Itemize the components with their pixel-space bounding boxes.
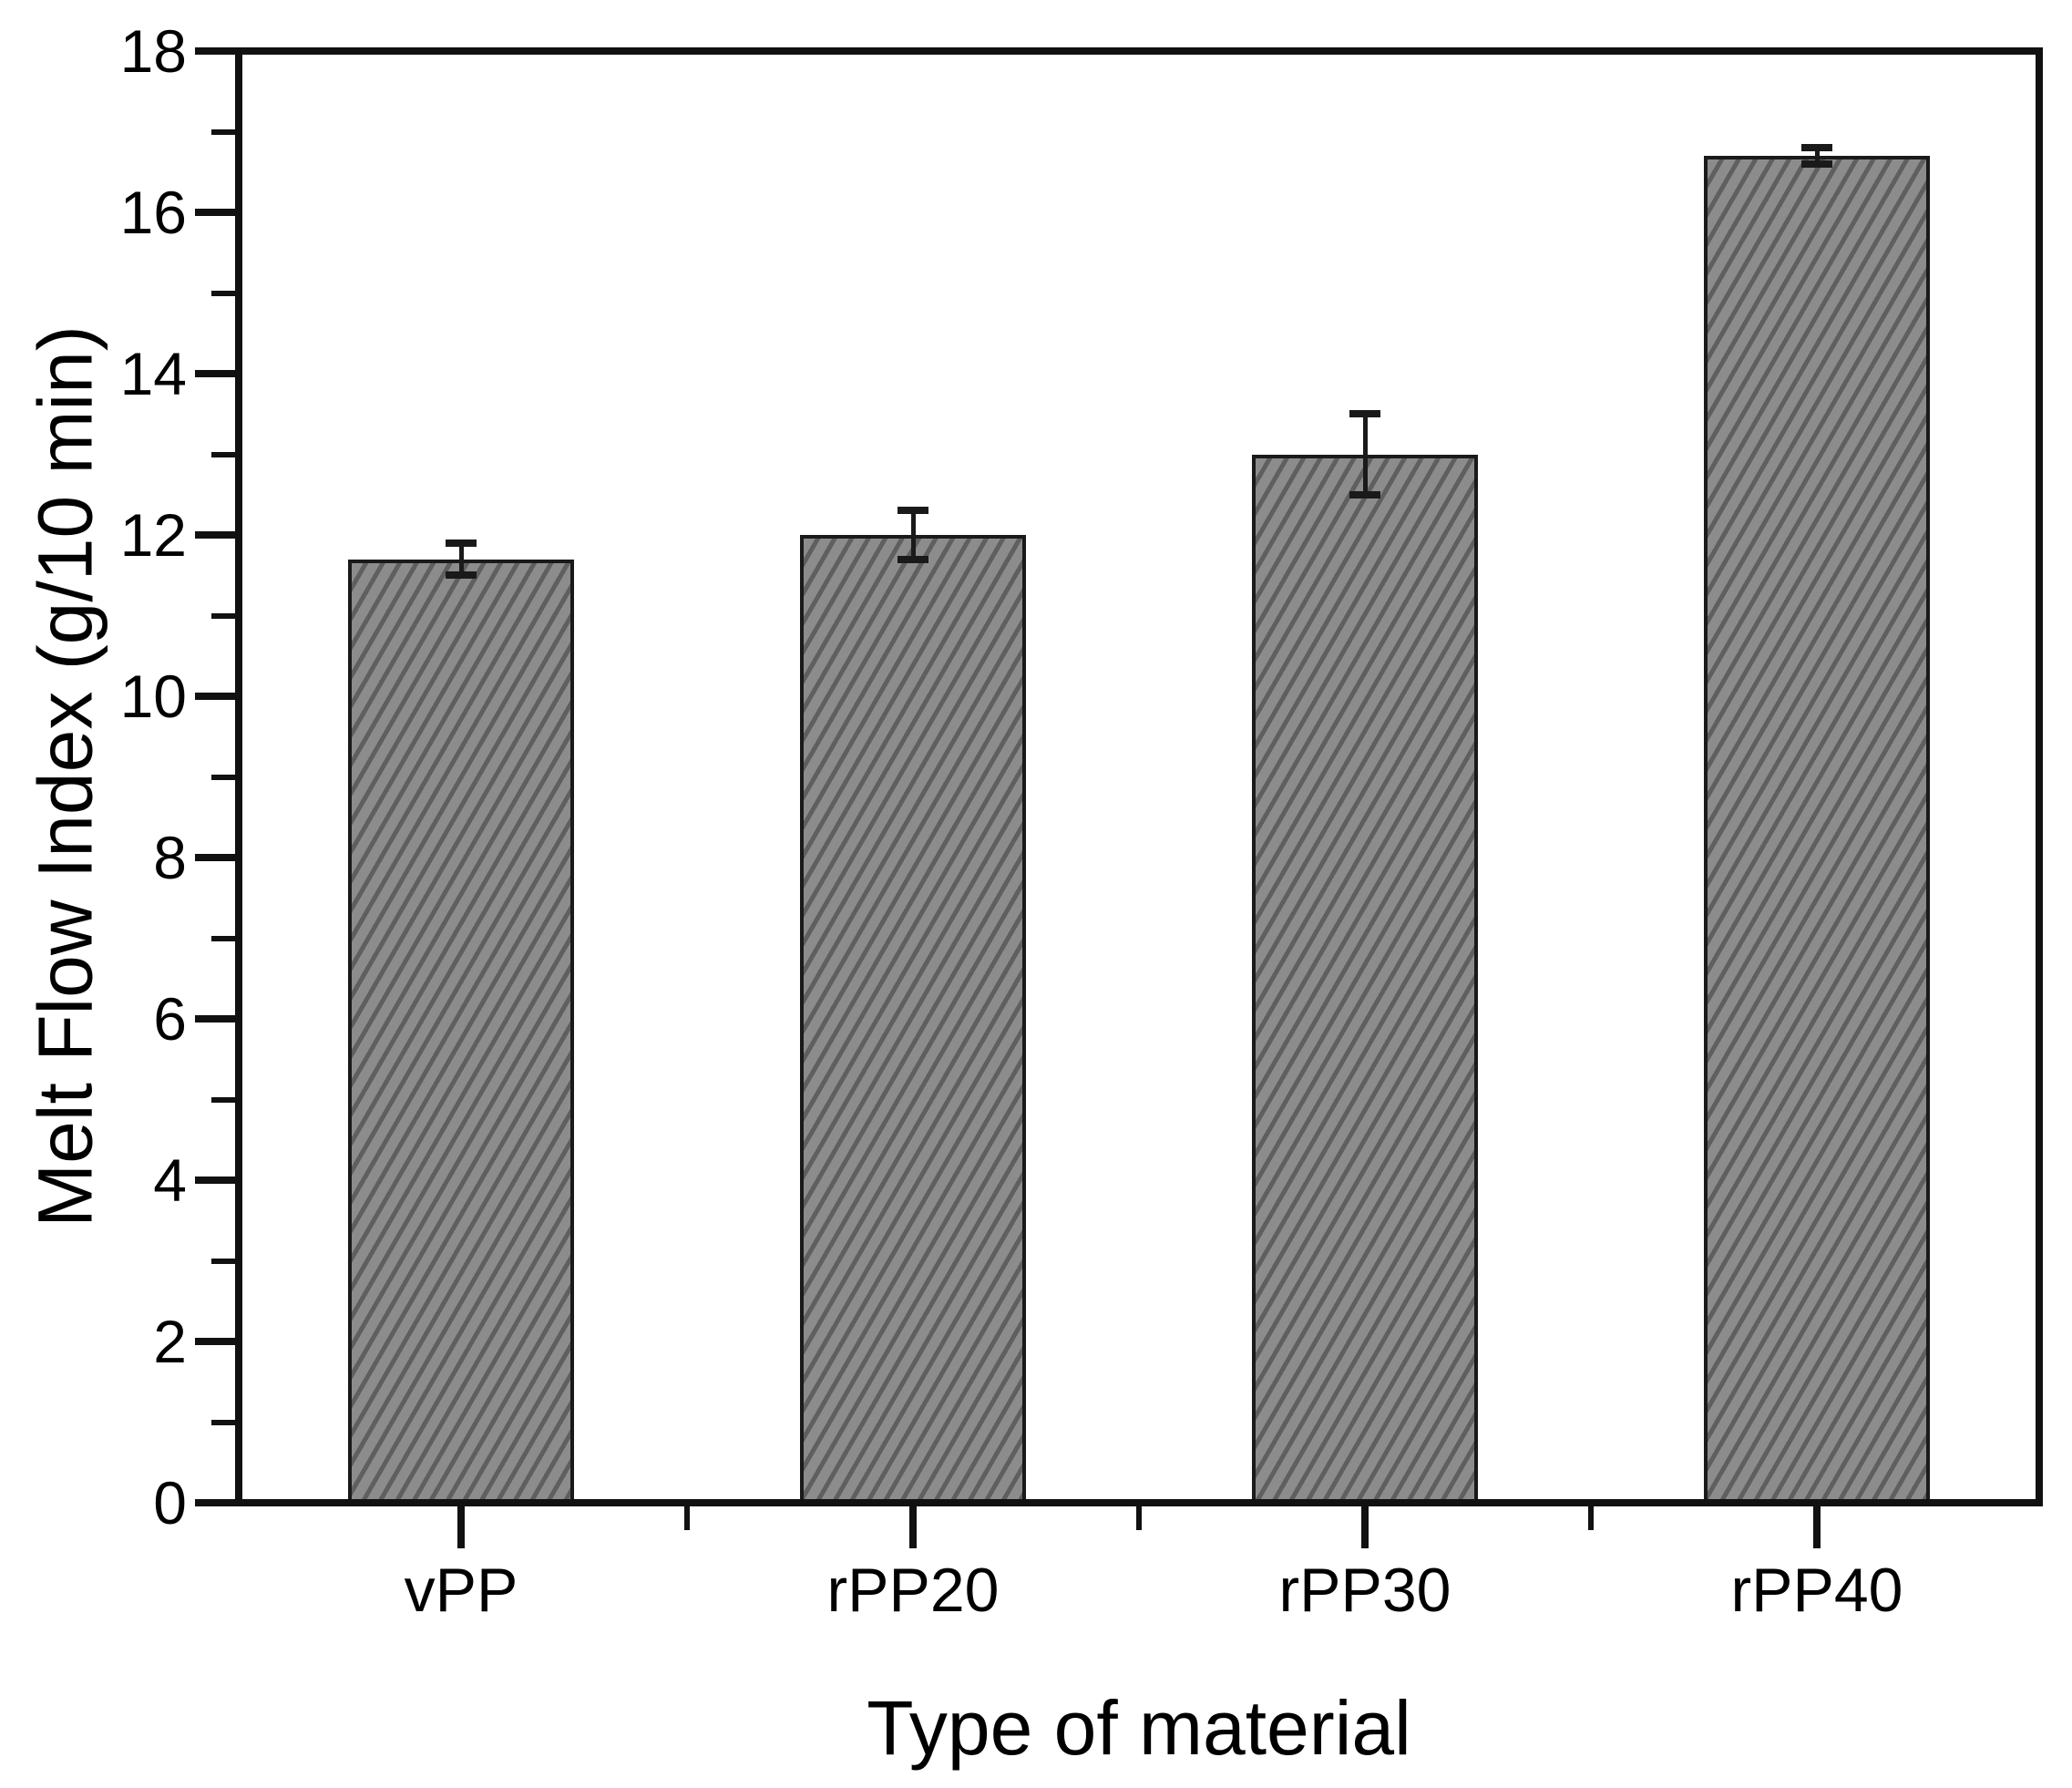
x-tick-minor (684, 1506, 690, 1530)
error-bar-cap (446, 571, 477, 580)
y-tick-minor (211, 1096, 235, 1103)
category-label: rPP30 (1278, 1556, 1451, 1625)
error-bar-cap (1801, 159, 1832, 168)
y-tick-label: 6 (153, 985, 187, 1053)
y-tick-label: 4 (153, 1146, 187, 1214)
error-bar (910, 510, 916, 560)
category-label: vPP (404, 1556, 518, 1625)
bar (800, 535, 1026, 1499)
y-tick-minor (211, 774, 235, 780)
y-tick-major (195, 1499, 235, 1506)
y-tick-minor (211, 612, 235, 619)
y-tick-major (195, 209, 235, 216)
category-label: rPP20 (826, 1556, 1000, 1625)
error-bar-cap (446, 539, 477, 547)
error-bar (458, 542, 464, 576)
bar (1704, 156, 1930, 1499)
error-bar-cap (1801, 144, 1832, 152)
y-tick-label: 16 (119, 179, 187, 246)
x-tick-minor (1588, 1506, 1594, 1530)
y-tick-major (195, 370, 235, 377)
y-tick-label: 12 (119, 501, 187, 569)
x-tick-major (1361, 1506, 1369, 1548)
category-label: rPP40 (1730, 1556, 1903, 1625)
y-axis-title: Melt Flow Index (g/10 min) (22, 325, 108, 1228)
y-tick-label: 0 (153, 1469, 187, 1536)
y-tick-major (195, 1015, 235, 1022)
error-bar-cap (1349, 490, 1380, 498)
y-tick-major (195, 531, 235, 539)
x-tick-major (1813, 1506, 1821, 1548)
bar (1252, 454, 1478, 1499)
y-tick-label: 18 (119, 17, 187, 85)
y-tick-major (195, 1177, 235, 1184)
y-tick-label: 10 (119, 663, 187, 730)
y-tick-minor (211, 128, 235, 135)
y-tick-minor (211, 1419, 235, 1425)
x-axis-title: Type of material (867, 1685, 1411, 1771)
y-tick-minor (211, 451, 235, 457)
error-bar (1362, 414, 1368, 495)
x-tick-minor (1136, 1506, 1142, 1530)
y-tick-major (195, 854, 235, 861)
x-tick-major (457, 1506, 465, 1548)
y-tick-label: 2 (153, 1308, 187, 1375)
y-tick-minor (211, 290, 235, 296)
y-tick-major (195, 693, 235, 700)
y-tick-major (195, 47, 235, 55)
y-tick-major (195, 1338, 235, 1345)
error-bar-cap (1349, 410, 1380, 418)
plot-frame (235, 47, 2043, 1506)
error-bar (1814, 148, 1820, 164)
x-tick-major (909, 1506, 917, 1548)
bar (348, 559, 574, 1499)
y-tick-minor (211, 935, 235, 941)
error-bar-cap (898, 507, 928, 515)
y-tick-minor (211, 1258, 235, 1264)
y-tick-label: 8 (153, 824, 187, 891)
y-tick-label: 14 (119, 340, 187, 407)
error-bar-cap (898, 555, 928, 563)
